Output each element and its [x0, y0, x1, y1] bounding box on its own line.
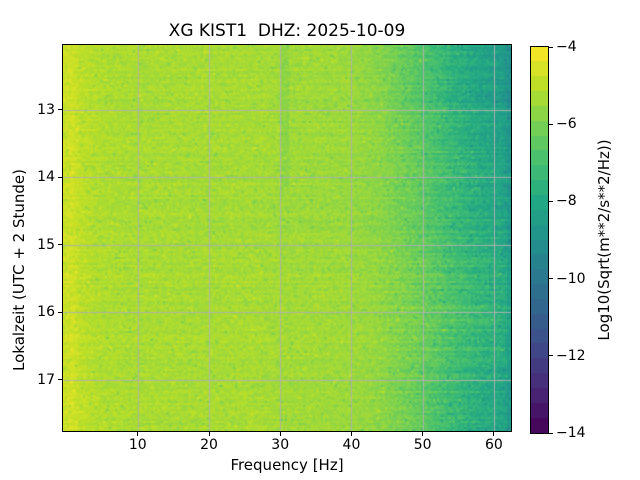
x-tick	[350, 432, 352, 436]
x-tick-label: 10	[128, 437, 147, 453]
x-tick-label: 50	[413, 437, 432, 453]
plot-area	[62, 44, 512, 432]
y-tick-label: 15	[37, 236, 55, 253]
x-tick-label: 60	[484, 437, 503, 453]
y-tick	[58, 311, 62, 313]
y-tick	[58, 176, 62, 178]
x-tick	[493, 432, 495, 436]
y-tick-label: 17	[37, 371, 55, 388]
colorbar-tick	[549, 355, 553, 357]
x-tick	[279, 432, 281, 436]
colorbar-tick-label: −8	[556, 193, 577, 210]
y-tick	[58, 379, 62, 381]
colorbar-tick-label: −12	[556, 347, 586, 364]
y-tick	[58, 109, 62, 111]
x-tick	[208, 432, 210, 436]
y-axis-label: Lokalzeit (UTC + 2 Stunde)	[10, 169, 28, 371]
colorbar-tick	[549, 432, 553, 434]
chart-title: XG KIST1 DHZ: 2025-10-09	[168, 21, 406, 41]
y-tick-label: 14	[37, 169, 55, 186]
colorbar-label: Log10(Sqrt(m**2/s**2/Hz))	[595, 139, 613, 341]
colorbar-tick	[549, 200, 553, 202]
x-tick-label: 30	[271, 437, 290, 453]
spectrogram-heatmap	[63, 45, 511, 431]
colorbar-gradient	[531, 47, 548, 433]
colorbar-tick	[549, 46, 553, 48]
colorbar-tick-label: −6	[556, 116, 577, 133]
x-tick-label: 40	[342, 437, 361, 453]
colorbar-tick	[549, 278, 553, 280]
y-tick	[58, 244, 62, 246]
x-tick-label: 20	[200, 437, 218, 453]
colorbar-tick-label: −14	[556, 425, 586, 441]
y-tick-label: 16	[37, 304, 55, 321]
colorbar-tick-label: −4	[556, 39, 577, 55]
y-tick-label: 13	[37, 101, 55, 118]
x-tick	[137, 432, 139, 436]
x-tick	[422, 432, 424, 436]
colorbar	[530, 46, 549, 434]
colorbar-tick	[549, 123, 553, 125]
colorbar-tick-label: −10	[556, 270, 586, 287]
x-axis-label: Frequency [Hz]	[230, 456, 344, 474]
